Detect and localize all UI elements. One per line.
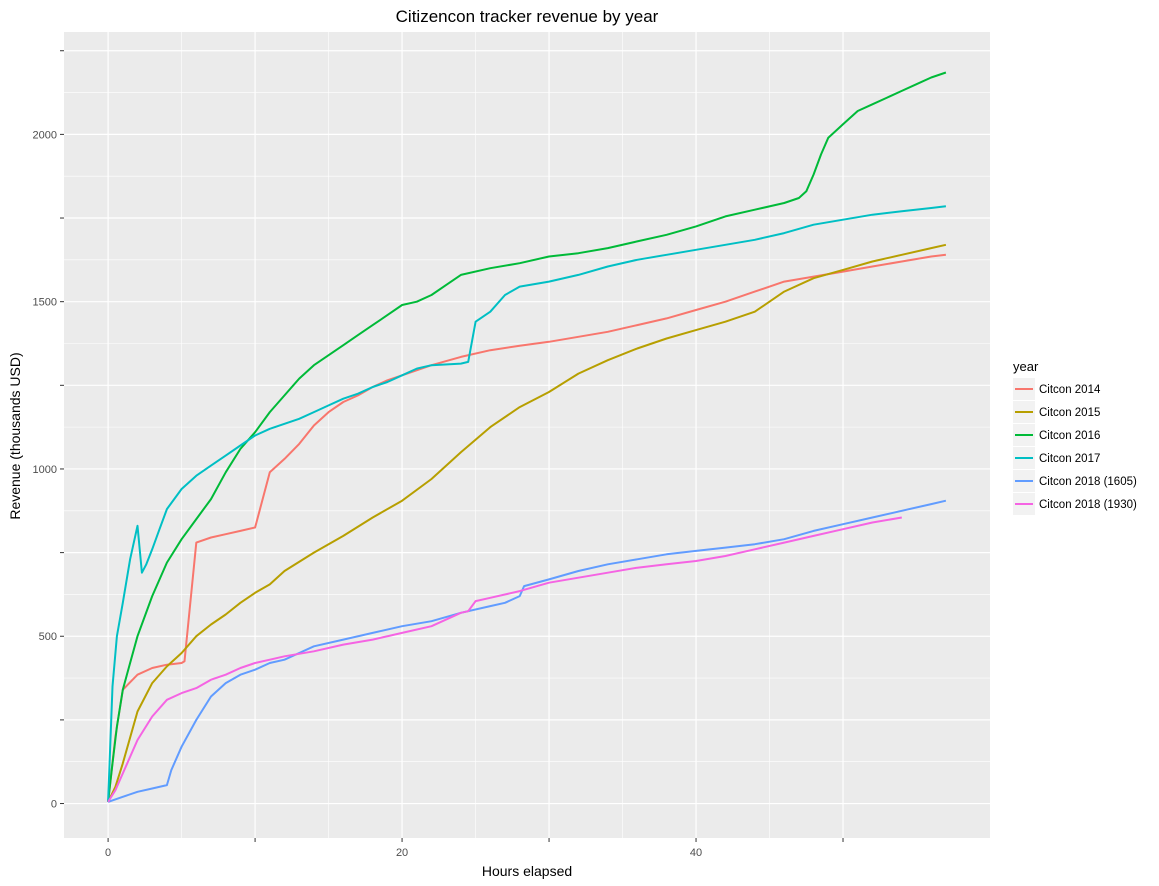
x-tick-label: 0 <box>105 847 111 859</box>
series-line-4 <box>107 205 947 802</box>
plot-panel <box>64 32 990 838</box>
legend-label: Citcon 2015 <box>1039 407 1100 419</box>
legend-item: Citcon 2018 (1605) <box>1013 470 1137 492</box>
legend-item: Citcon 2018 (1930) <box>1013 493 1137 515</box>
x-axis-title: Hours elapsed <box>482 863 572 879</box>
chart-title: Citizencon tracker revenue by year <box>396 7 659 26</box>
y-tick-label: 1000 <box>33 464 57 476</box>
y-tick-label: 1500 <box>33 297 57 309</box>
series-line-5 <box>107 499 947 803</box>
legend-item: Citcon 2015 <box>1013 401 1100 423</box>
legend-title: year <box>1013 359 1039 374</box>
y-tick-label: 0 <box>51 799 57 811</box>
legend-label: Citcon 2016 <box>1039 430 1100 442</box>
legend-label: Citcon 2017 <box>1039 453 1100 465</box>
series-line-3 <box>107 71 947 803</box>
legend-label: Citcon 2014 <box>1039 384 1101 396</box>
plot-background <box>64 32 990 838</box>
y-tick-label: 500 <box>39 631 57 643</box>
x-tick-label: 20 <box>396 847 408 859</box>
y-tick-label: 2000 <box>33 129 57 141</box>
legend-item: Citcon 2017 <box>1013 447 1100 469</box>
x-axis: 0 20 40 <box>105 838 844 859</box>
legend-item: Citcon 2016 <box>1013 424 1100 446</box>
legend-label: Citcon 2018 (1605) <box>1039 476 1137 488</box>
legend-item: Citcon 2014 <box>1013 378 1101 400</box>
series-line-2 <box>107 243 947 803</box>
legend-label: Citcon 2018 (1930) <box>1039 499 1137 511</box>
y-axis: 0 500 1000 1500 2000 <box>33 50 64 811</box>
series-line-6 <box>107 516 902 803</box>
legend: year Citcon 2014 Citcon 2015 Citcon 2016 Ci… <box>1013 359 1137 515</box>
y-axis-title: Revenue (thousands USD) <box>7 352 23 519</box>
x-tick-label: 40 <box>690 847 702 859</box>
